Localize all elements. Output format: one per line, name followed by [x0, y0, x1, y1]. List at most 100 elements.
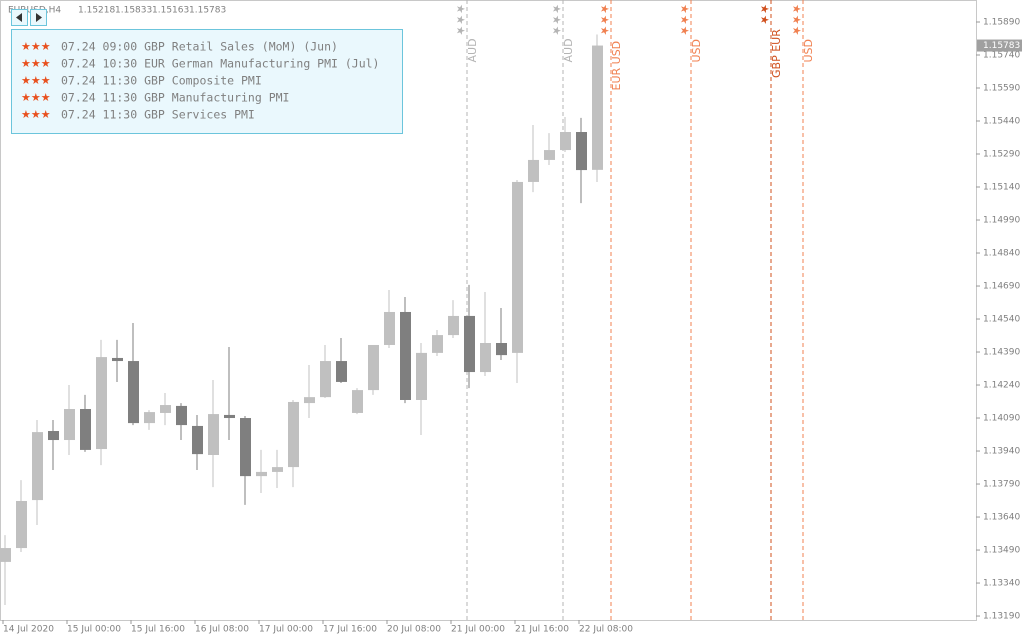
event-stars: ★★★	[678, 4, 691, 37]
y-tick-label: 1.13640	[983, 513, 1020, 523]
candle-body	[128, 361, 139, 424]
candle-body	[592, 45, 603, 170]
x-tick-label: 21 Jul 00:00	[451, 625, 505, 635]
candle-body	[112, 357, 123, 362]
candle-body	[64, 409, 75, 441]
candle-body	[256, 471, 267, 477]
x-tick-label: 14 Jul 2020	[3, 625, 54, 635]
x-tick-label: 21 Jul 16:00	[515, 625, 569, 635]
candle-body	[0, 548, 11, 562]
news-panel	[11, 29, 403, 134]
candle-body	[512, 181, 523, 353]
candle-body	[560, 132, 571, 151]
x-tick-label: 17 Jul 00:00	[259, 625, 313, 635]
y-tick-label: 1.13940	[983, 447, 1020, 457]
candle-body	[464, 315, 475, 373]
candle-body	[288, 401, 299, 468]
x-tick-label: 20 Jul 08:00	[387, 625, 441, 635]
candle-body	[304, 397, 315, 404]
candle-body	[384, 311, 395, 345]
event-label: GBP EUR	[770, 29, 783, 78]
event-label: USD	[802, 39, 815, 63]
candle-body	[352, 390, 363, 413]
candle-body	[528, 159, 539, 182]
candle-body	[432, 335, 443, 353]
y-tick-label: 1.14840	[983, 249, 1020, 259]
candle-body	[224, 414, 235, 419]
news-stars: ★★★	[21, 108, 51, 121]
header-high: 1.15833	[115, 6, 152, 16]
next-icon	[36, 13, 42, 22]
candle-body	[368, 344, 379, 391]
x-tick-label: 22 Jul 08:00	[579, 625, 633, 635]
candle-body	[272, 467, 283, 472]
y-tick-label: 1.15290	[983, 150, 1020, 160]
candle-body	[416, 352, 427, 400]
news-list: ★★★ 07.24 09:00 GBP Retail Sales (MoM) (J…	[21, 40, 380, 122]
candle-body	[96, 357, 107, 450]
y-tick-label: 1.13490	[983, 546, 1020, 556]
candle-body	[336, 361, 347, 382]
news-text: 07.24 11:30 GBP Services PMI	[61, 108, 255, 122]
y-tick-label: 1.14990	[983, 216, 1020, 226]
event-label: AUD	[466, 38, 479, 62]
candle-body	[576, 132, 587, 171]
candle-body	[448, 315, 459, 336]
news-text: 07.24 09:00 GBP Retail Sales (MoM) (Jun)	[61, 40, 338, 54]
candle-body	[208, 414, 219, 455]
candle-body	[176, 405, 187, 426]
event-stars: ★★★	[598, 4, 611, 37]
event-stars: ★★★	[550, 4, 563, 37]
news-stars: ★★★	[21, 57, 51, 70]
events: ★★★AUD★★★AUD★★★EUR USD★★★USD★★GBP EUR★★★…	[454, 0, 815, 620]
candle-body	[32, 432, 43, 501]
header-close: 1.15783	[189, 6, 226, 16]
x-tick-label: 15 Jul 16:00	[131, 625, 185, 635]
candle-body	[400, 311, 411, 400]
header-open: 1.15218	[78, 6, 115, 16]
y-tick-label: 1.14090	[983, 414, 1020, 424]
candle-body	[544, 150, 555, 160]
news-stars: ★★★	[21, 74, 51, 87]
x-tick-label: 17 Jul 16:00	[323, 625, 377, 635]
news-text: 07.24 11:30 GBP Composite PMI	[61, 74, 262, 88]
header-low: 1.15163	[152, 6, 189, 16]
event-label: USD	[690, 39, 703, 63]
y-tick-label: 1.15440	[983, 117, 1020, 127]
y-tick-label: 1.14390	[983, 348, 1020, 358]
y-tick-label: 1.15590	[983, 84, 1020, 94]
price-tag	[977, 39, 1022, 52]
candle-body	[480, 343, 491, 373]
news-text: 07.24 10:30 EUR German Manufacturing PMI…	[61, 57, 380, 71]
axes: 1.15890 1.15740 1.15590 1.15440 1.15290 1.151…	[2, 18, 1022, 635]
x-tick-label: 15 Jul 00:00	[67, 625, 121, 635]
y-tick-label: 1.13190	[983, 612, 1020, 622]
event-stars: ★★	[758, 4, 771, 26]
event-stars: ★★★	[454, 4, 467, 37]
candle-body	[80, 409, 91, 450]
candle-body	[320, 361, 331, 398]
price-tag-label: 1.15783	[983, 41, 1020, 51]
candle-body	[48, 431, 59, 441]
y-tick-label: 1.14240	[983, 381, 1020, 391]
candle-body	[192, 425, 203, 455]
y-tick-label: 1.14690	[983, 282, 1020, 292]
news-stars: ★★★	[21, 91, 51, 104]
candle-body	[144, 412, 155, 424]
y-tick-label: 1.13340	[983, 579, 1020, 589]
y-tick-label: 1.14540	[983, 315, 1020, 325]
candle-body	[16, 500, 27, 549]
candles	[0, 34, 603, 606]
candle-body	[240, 418, 251, 477]
event-stars: ★★★	[790, 4, 803, 37]
y-tick-label: 1.15740	[983, 51, 1020, 61]
y-tick-label: 1.13790	[983, 480, 1020, 490]
y-tick-label: 1.15890	[983, 18, 1020, 28]
news-text: 07.24 11:30 GBP Manufacturing PMI	[61, 91, 289, 105]
event-label: AUD	[562, 38, 575, 62]
x-tick-label: 16 Jul 08:00	[195, 625, 249, 635]
candle-body	[496, 343, 507, 356]
candle-body	[160, 405, 171, 413]
prev-icon	[16, 13, 22, 22]
